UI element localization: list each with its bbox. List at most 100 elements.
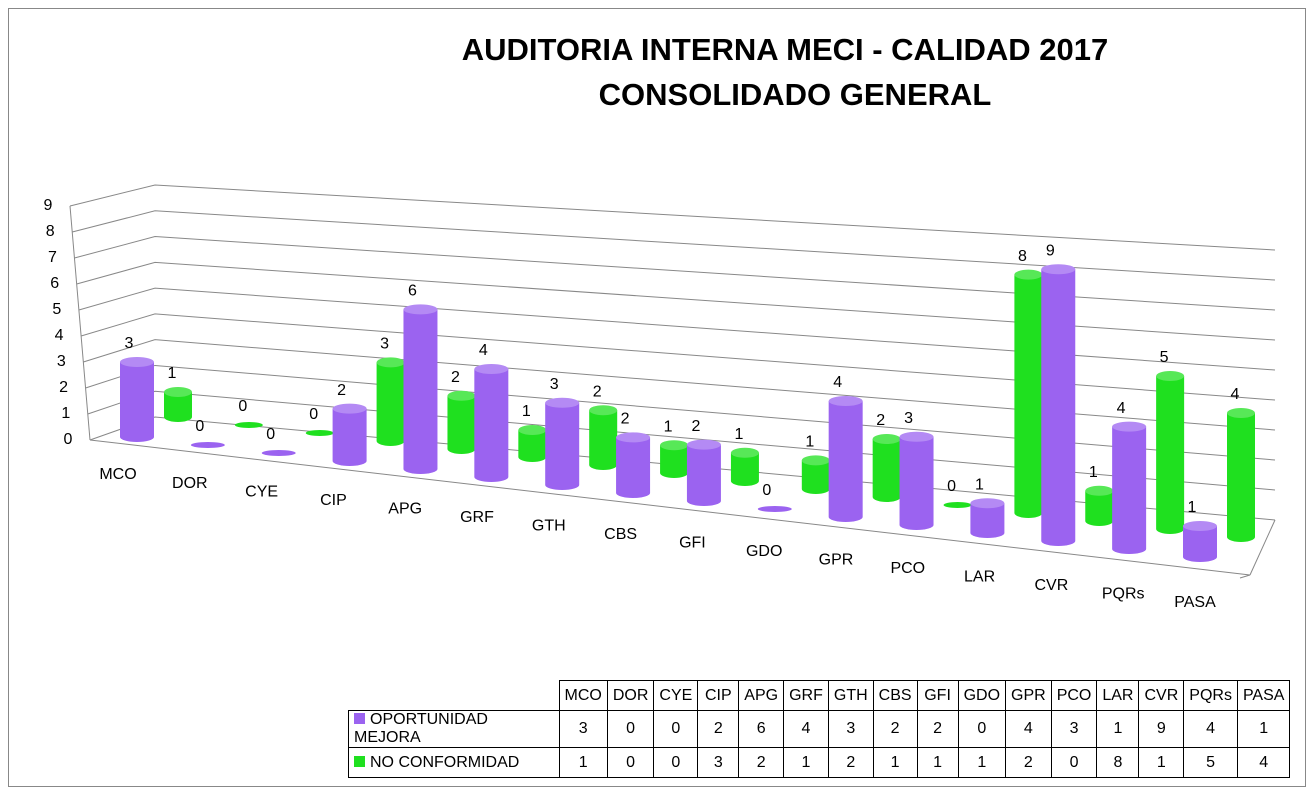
- data-label: 6: [408, 283, 417, 300]
- table-cell: 1: [1138, 747, 1185, 778]
- data-label: 0: [266, 426, 275, 443]
- data-label: 0: [762, 482, 771, 499]
- data-label: 4: [479, 342, 488, 359]
- data-label: 0: [238, 398, 247, 415]
- table-cell: 2: [738, 747, 785, 778]
- bar: [730, 447, 759, 487]
- x-tick-label: DOR: [172, 475, 208, 492]
- table-cell: 0: [957, 710, 1007, 748]
- table-cell: 2: [916, 710, 959, 748]
- x-tick-label: PASA: [1174, 594, 1216, 611]
- data-label: 4: [1117, 400, 1126, 417]
- table-header-cell: CBS: [872, 680, 918, 711]
- x-tick-label: GDO: [746, 543, 782, 560]
- data-label: 2: [621, 411, 630, 428]
- table-header-cell: GPR: [1005, 680, 1052, 711]
- data-label: 0: [947, 478, 956, 495]
- bar-top: [545, 397, 580, 408]
- table-header-cell: GTH: [827, 680, 874, 711]
- bar-body: [899, 436, 934, 530]
- bar-body: [828, 401, 863, 522]
- table-cell: 2: [827, 747, 874, 778]
- bar: [660, 440, 689, 478]
- grid-line: [74, 236, 1276, 311]
- bar-top: [120, 357, 154, 367]
- table-header-cell: APG: [738, 680, 785, 711]
- x-tick-label: CVR: [1035, 577, 1069, 594]
- bar: [332, 403, 367, 467]
- table-cell: 5: [1183, 747, 1238, 778]
- data-label: 1: [168, 365, 177, 382]
- bar: [1085, 485, 1114, 526]
- bar: [190, 442, 225, 448]
- table-header-cell: MCO: [558, 680, 608, 711]
- data-label: 4: [833, 374, 842, 391]
- data-table: MCO DOR CYE CIP APG GRF GTH CBS GFI GDO GPR PCO LAR C…: [348, 680, 1291, 778]
- bar: [1156, 371, 1185, 534]
- bar-top: [1183, 521, 1217, 531]
- table-cell: 4: [783, 710, 829, 748]
- bar: [1112, 421, 1147, 554]
- bar: [801, 455, 830, 494]
- y-tick-label: 5: [52, 301, 61, 318]
- bar-body: [474, 369, 509, 482]
- bar-top: [474, 364, 509, 374]
- table-cell: 4: [1183, 710, 1238, 748]
- x-tick-label: LAR: [964, 569, 995, 586]
- bar: [1014, 269, 1043, 518]
- table-header-cell: PQRs: [1183, 680, 1238, 711]
- bar: [899, 431, 934, 530]
- table-cell: 0: [606, 710, 655, 748]
- x-tick-label: GRF: [460, 509, 494, 526]
- bar-body: [120, 362, 154, 442]
- legend-label: OPORTUNIDAD MEJORA: [354, 711, 488, 746]
- bar-top: [660, 440, 689, 451]
- table-cell: 4: [1005, 710, 1052, 748]
- table-header-cell: GRF: [783, 680, 829, 711]
- bar-body: [1183, 526, 1217, 562]
- grid-line: [85, 364, 1276, 461]
- table-header-cell: LAR: [1096, 680, 1140, 711]
- table-header-cell: CIP: [697, 680, 740, 711]
- bar-top: [801, 455, 830, 466]
- legend-swatch: [354, 755, 365, 767]
- table-cell: 8: [1096, 747, 1140, 778]
- table-row-header: OPORTUNIDAD MEJORA: [348, 710, 560, 748]
- bar-top: [828, 396, 863, 406]
- data-label: 4: [1231, 386, 1240, 403]
- bar-top: [403, 304, 438, 315]
- table-cell: 1: [783, 747, 829, 778]
- bar-body: [545, 402, 580, 490]
- grid-line: [72, 210, 1276, 281]
- bar-top: [190, 442, 225, 448]
- table-cell: 3: [558, 710, 608, 748]
- data-label: 2: [337, 382, 346, 399]
- bar-body: [616, 437, 651, 498]
- axis-line: [69, 205, 91, 441]
- x-tick-label: GTH: [532, 517, 566, 534]
- table-corner: [348, 680, 559, 711]
- bar: [1227, 408, 1255, 542]
- bar: [120, 357, 154, 442]
- data-label: 2: [876, 412, 885, 429]
- table-cell: 3: [697, 747, 740, 778]
- data-label: 3: [125, 335, 134, 352]
- grid-line: [78, 287, 1276, 371]
- table-cell: 0: [606, 747, 655, 778]
- y-tick-label: 6: [50, 275, 59, 292]
- table-row-header: NO CONFORMIDAD: [348, 747, 560, 778]
- bar: [261, 450, 296, 456]
- data-label: 1: [805, 434, 814, 451]
- bar-body: [1227, 413, 1255, 542]
- y-tick-label: 8: [46, 223, 55, 240]
- data-label: 9: [1046, 242, 1055, 259]
- data-label: 1: [734, 426, 743, 443]
- bar-top: [332, 403, 367, 414]
- bar-body: [332, 408, 367, 467]
- x-tick-label: CYE: [245, 483, 278, 500]
- data-label: 3: [904, 410, 913, 427]
- bar-body: [447, 395, 476, 454]
- table-header-cell: CVR: [1138, 680, 1185, 711]
